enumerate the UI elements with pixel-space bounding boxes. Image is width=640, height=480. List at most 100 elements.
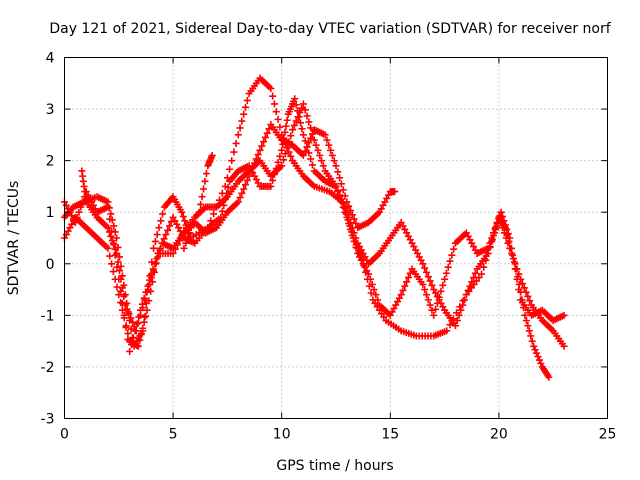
data-point xyxy=(258,142,266,150)
data-point xyxy=(104,203,112,211)
data-point xyxy=(318,157,326,165)
data-point xyxy=(139,304,147,312)
data-point xyxy=(274,158,282,166)
data-point xyxy=(348,224,356,232)
data-point xyxy=(134,319,142,327)
data-point xyxy=(125,310,133,318)
data-point xyxy=(437,287,445,295)
data-point xyxy=(515,280,523,288)
data-point xyxy=(120,311,128,319)
data-point xyxy=(159,210,167,218)
data-point xyxy=(521,311,529,319)
data-point xyxy=(296,109,304,117)
data-point xyxy=(451,322,459,330)
data-point xyxy=(240,110,248,118)
data-point xyxy=(107,232,115,240)
data-point xyxy=(343,198,351,206)
data-point xyxy=(464,286,472,294)
x-tick-label: 5 xyxy=(169,427,178,443)
data-point xyxy=(282,122,290,130)
data-point xyxy=(444,263,452,271)
data-point xyxy=(280,156,288,164)
x-tick-label: 10 xyxy=(273,427,291,443)
data-point xyxy=(365,270,373,278)
x-axis-label: GPS time / hours xyxy=(276,458,393,474)
data-point xyxy=(399,286,407,294)
data-point xyxy=(152,260,160,268)
y-tick-label: 3 xyxy=(46,102,55,118)
data-point xyxy=(111,245,119,253)
data-point xyxy=(189,219,197,227)
data-point xyxy=(530,342,538,350)
data-point xyxy=(441,275,449,283)
data-point xyxy=(497,208,505,216)
data-point xyxy=(224,183,232,191)
data-point xyxy=(305,149,313,157)
data-point xyxy=(142,312,150,320)
data-point xyxy=(132,327,140,335)
data-point xyxy=(129,318,137,326)
data-point xyxy=(470,274,478,282)
data-point xyxy=(153,231,161,239)
data-point xyxy=(285,148,293,156)
data-point xyxy=(372,291,380,299)
data-point xyxy=(391,188,399,196)
data-point xyxy=(198,193,206,201)
data-point xyxy=(110,222,118,230)
data-point xyxy=(157,217,165,225)
data-point xyxy=(450,245,458,253)
data-point xyxy=(341,204,349,212)
data-point xyxy=(560,342,568,350)
data-point xyxy=(336,191,344,199)
data-point xyxy=(242,103,249,111)
data-point xyxy=(404,274,412,282)
data-point xyxy=(493,219,501,227)
data-point xyxy=(117,262,125,270)
data-point xyxy=(230,148,238,156)
data-point xyxy=(314,146,322,154)
data-point xyxy=(105,228,113,236)
data-point xyxy=(104,244,112,252)
data-point xyxy=(281,128,289,136)
x-tick-label: 25 xyxy=(599,427,617,443)
data-point xyxy=(510,258,518,266)
data-point xyxy=(332,162,340,170)
data-point xyxy=(423,291,430,299)
data-point xyxy=(301,147,309,155)
data-point xyxy=(184,234,192,242)
data-point xyxy=(127,314,135,322)
data-point xyxy=(130,323,138,331)
data-point xyxy=(104,224,112,232)
data-point xyxy=(507,244,515,252)
data-point xyxy=(120,292,128,300)
data-point xyxy=(269,176,277,184)
data-point xyxy=(307,124,315,132)
data-point xyxy=(234,131,242,139)
data-point xyxy=(299,131,307,139)
data-point xyxy=(147,274,155,282)
data-points xyxy=(61,74,568,381)
data-point xyxy=(182,239,190,247)
data-point xyxy=(560,311,568,319)
data-point xyxy=(263,129,271,137)
data-point xyxy=(505,237,513,245)
data-point xyxy=(471,269,479,277)
data-point xyxy=(269,92,277,100)
data-point xyxy=(106,252,114,260)
data-point xyxy=(167,218,175,226)
data-point xyxy=(528,337,536,345)
data-point xyxy=(228,157,236,165)
data-point xyxy=(278,146,286,154)
data-point xyxy=(448,251,456,259)
data-point xyxy=(462,291,470,299)
data-point xyxy=(430,311,438,319)
data-point xyxy=(339,186,347,194)
data-point xyxy=(124,335,132,343)
data-point xyxy=(312,141,320,149)
data-point xyxy=(218,207,226,215)
x-tick-label: 20 xyxy=(490,427,508,443)
data-point xyxy=(321,131,329,139)
data-point xyxy=(276,123,284,131)
y-axis-label: SDTVAR / TECUs xyxy=(6,181,22,296)
